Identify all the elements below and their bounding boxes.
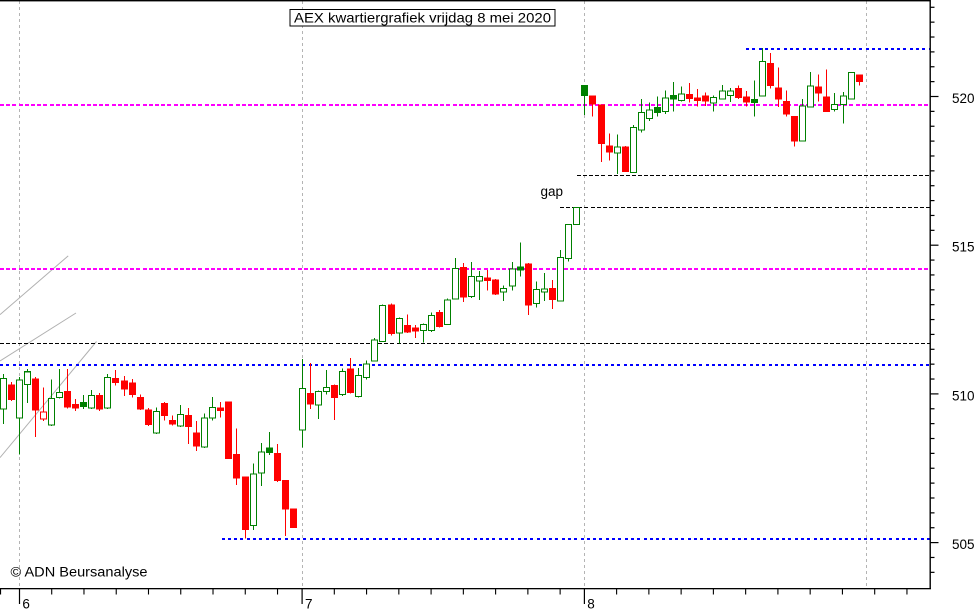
svg-text:515: 515	[952, 240, 975, 255]
svg-text:505: 505	[952, 537, 975, 552]
svg-text:gap: gap	[541, 184, 564, 199]
svg-text:6: 6	[22, 597, 30, 611]
svg-text:520: 520	[952, 91, 975, 106]
svg-text:AEX kwartiergrafiek vrijdag 8: AEX kwartiergrafiek vrijdag 8 mei 2020	[294, 11, 551, 26]
svg-text:510: 510	[952, 388, 975, 403]
svg-text:© ADN Beursanalyse: © ADN Beursanalyse	[11, 565, 148, 580]
svg-text:8: 8	[587, 597, 595, 611]
svg-text:7: 7	[305, 597, 313, 611]
